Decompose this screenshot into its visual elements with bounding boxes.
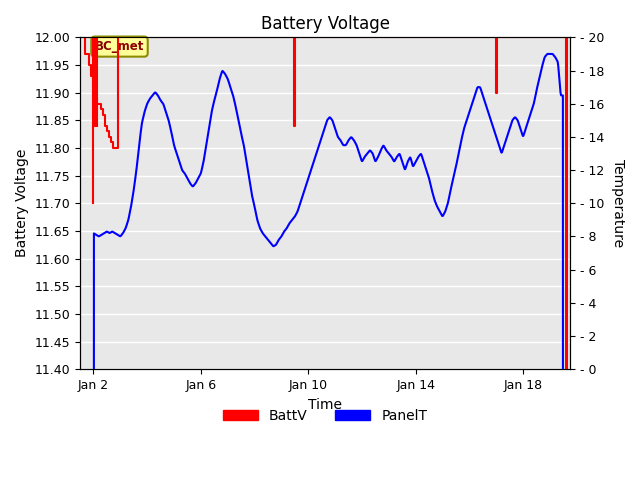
Y-axis label: Battery Voltage: Battery Voltage: [15, 149, 29, 257]
Y-axis label: Temperature: Temperature: [611, 159, 625, 247]
Title: Battery Voltage: Battery Voltage: [260, 15, 390, 33]
Text: BC_met: BC_met: [95, 40, 144, 53]
Legend: BattV, PanelT: BattV, PanelT: [218, 404, 433, 429]
X-axis label: Time: Time: [308, 397, 342, 411]
